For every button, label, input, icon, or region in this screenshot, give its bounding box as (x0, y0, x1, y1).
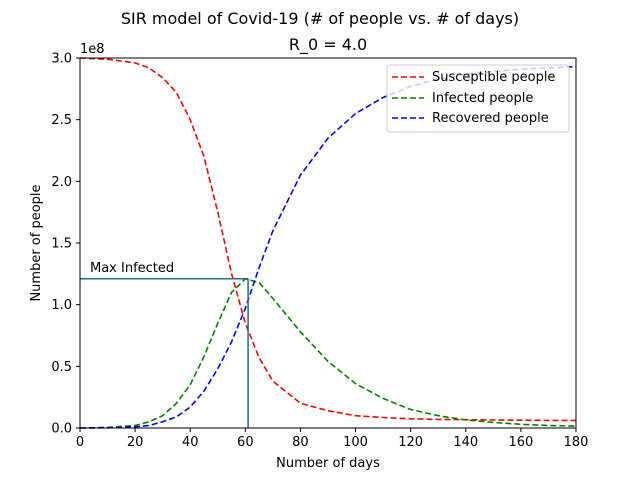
x-tick-label: 140 (453, 435, 478, 450)
x-tick-label: 180 (564, 435, 589, 450)
y-scale-label: 1e8 (80, 42, 105, 57)
y-tick-label: 1.5 (51, 237, 72, 252)
series-line-infected-people (79, 277, 577, 429)
legend: Susceptible people Infected people Recov… (386, 64, 570, 133)
ticks-layer: 0 20 40 60 80 100 120 140 160 180 0.0 0.5 1.0 1.5 2.0 2… (51, 52, 588, 451)
annotation-layer: Max Infected (80, 261, 249, 428)
x-tick-label: 0 (76, 435, 84, 450)
y-axis-label: Number of people (29, 184, 44, 301)
y-tick-label: 0.0 (51, 422, 72, 437)
y-tick-label: 2.5 (51, 113, 72, 128)
x-tick-label: 40 (182, 435, 199, 450)
x-axis-label: Number of days (276, 456, 380, 471)
x-tick-label: 20 (127, 435, 144, 450)
x-tick-label: 100 (343, 435, 368, 450)
max-infected-label: Max Infected (90, 261, 174, 276)
x-tick-label: 80 (292, 435, 309, 450)
legend-label-infected: Infected people (432, 91, 533, 106)
x-tick-label: 60 (237, 435, 254, 450)
chart-subtitle: R_0 = 4.0 (289, 35, 367, 55)
y-tick-label: 1.0 (51, 298, 72, 313)
y-tick-label: 2.0 (51, 175, 72, 190)
y-tick-label: 0.5 (51, 360, 72, 375)
x-tick-label: 160 (508, 435, 533, 450)
legend-box (386, 64, 570, 133)
series-line-susceptible-people (79, 57, 577, 422)
legend-label-susceptible: Susceptible people (432, 70, 555, 85)
x-tick-label: 120 (398, 435, 423, 450)
y-tick-label: 3.0 (51, 52, 72, 67)
legend-label-recovered: Recovered people (432, 111, 549, 126)
chart-title: SIR model of Covid-19 (# of people vs. #… (121, 9, 519, 28)
